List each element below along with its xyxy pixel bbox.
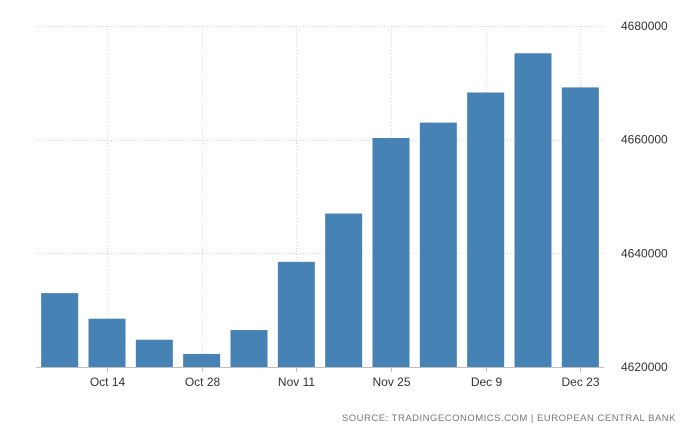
bar [467,92,505,368]
bar [41,293,79,367]
x-tick-label: Dec 23 [561,375,599,389]
y-tick-label: 4640000 [621,246,668,260]
x-tick-label: Dec 9 [471,375,503,389]
x-tick-label: Nov 25 [372,375,410,389]
source-label: SOURCE: TRADINGECONOMICS.COM | EUROPEAN … [341,413,676,424]
bar [325,213,363,367]
x-tick-label: Nov 11 [278,375,315,389]
y-axis-ticks: 4620000 4640000 4660000 4680000 [621,19,668,374]
x-tick-label: Oct 14 [90,375,126,389]
bar [514,53,552,367]
y-tick-label: 4660000 [621,133,668,147]
y-tick-label: 4620000 [621,360,668,374]
bar [135,339,173,367]
bar [372,137,410,367]
bar [277,261,315,367]
bar [230,330,268,367]
bar [561,87,599,367]
x-axis-ticks: Oct 14 Oct 28 Nov 11 Nov 25 Dec 9 Dec 23 [90,367,600,389]
bar [88,318,126,367]
y-tick-label: 4680000 [621,19,668,33]
x-tick-label: Oct 28 [185,375,221,389]
bar [183,353,221,367]
bars [41,53,599,368]
bar [419,122,457,367]
